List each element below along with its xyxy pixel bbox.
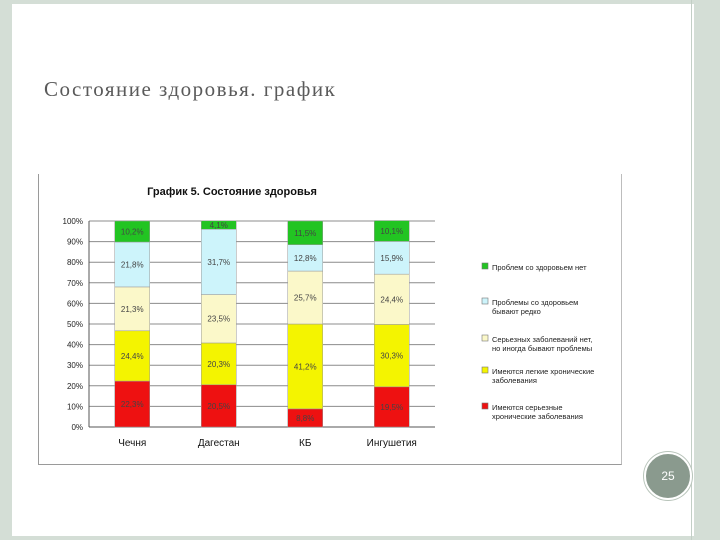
y-tick-label: 20% bbox=[67, 382, 83, 391]
slide-frame-left bbox=[0, 0, 12, 540]
bar-data-label: 30,3% bbox=[380, 352, 403, 361]
y-tick-label: 0% bbox=[71, 423, 83, 432]
bar-segment bbox=[114, 330, 150, 382]
bar-segment bbox=[287, 270, 323, 325]
legend-swatch bbox=[481, 334, 489, 342]
bar-data-label: 8,8% bbox=[296, 414, 314, 423]
legend-entry: Серьезных заболеваний нет, но иногда быва… bbox=[492, 335, 592, 353]
bar-segment bbox=[201, 220, 237, 230]
bar-segment bbox=[374, 324, 410, 388]
legend-entry: Проблем со здоровьем нет bbox=[492, 263, 587, 272]
bar-data-label: 25,7% bbox=[294, 294, 317, 303]
y-tick-label: 80% bbox=[67, 258, 83, 267]
page-number-badge: 25 bbox=[644, 452, 692, 500]
x-tick-label: Чечня bbox=[118, 438, 146, 449]
y-tick-label: 50% bbox=[67, 320, 83, 329]
bar-segment bbox=[374, 386, 410, 428]
bar-data-label: 15,9% bbox=[380, 254, 403, 263]
x-tick-label: Ингушетия bbox=[367, 438, 417, 449]
bar-segment bbox=[287, 220, 323, 245]
bar-data-label: 11,5% bbox=[294, 229, 316, 238]
bar-data-label: 22,3% bbox=[121, 400, 144, 409]
y-tick-label: 30% bbox=[67, 361, 83, 370]
bar-data-label: 20,3% bbox=[207, 360, 230, 369]
bar-segment bbox=[114, 380, 150, 428]
y-tick-label: 100% bbox=[63, 217, 83, 226]
y-tick-label: 40% bbox=[67, 341, 83, 350]
bar-data-label: 21,3% bbox=[121, 305, 144, 314]
bar-segment bbox=[287, 244, 323, 272]
bar-segment bbox=[374, 241, 410, 275]
y-tick-label: 90% bbox=[67, 238, 83, 247]
bar-data-label: 10,1% bbox=[380, 227, 403, 236]
legend-entry: Проблемы со здоровьем бывают редко bbox=[492, 298, 578, 316]
bar-data-label: 10,2% bbox=[121, 228, 144, 237]
y-tick-label: 70% bbox=[67, 279, 83, 288]
bar-segment bbox=[374, 220, 410, 242]
bar-segment bbox=[374, 273, 410, 325]
bar-data-label: 19,5% bbox=[380, 403, 403, 412]
stacked-bar-chart: График 5. Состояние здоровья 0% 10% 20% 30% 4… bbox=[63, 186, 595, 449]
bar-data-label: 20,5% bbox=[207, 402, 230, 411]
bar-data-label: 21,8% bbox=[121, 260, 144, 269]
bar-data-label: 4,1% bbox=[210, 221, 228, 230]
bar-segment bbox=[201, 384, 237, 428]
slide-frame-right bbox=[694, 0, 720, 540]
legend-swatch bbox=[481, 297, 489, 305]
chart-title: График 5. Состояние здоровья bbox=[147, 186, 317, 198]
chart-container: График 5. Состояние здоровья 0% 10% 20% 30% 4… bbox=[38, 174, 622, 465]
x-tick-label: КБ bbox=[299, 438, 312, 449]
bar-data-label: 31,7% bbox=[207, 258, 230, 267]
legend-swatch bbox=[481, 366, 489, 374]
slide-frame-bottom bbox=[0, 536, 720, 540]
legend-entry: Имеются легкие хронические заболевания bbox=[492, 367, 594, 385]
slide-frame-line bbox=[691, 0, 692, 540]
bar-data-label: 24,4% bbox=[121, 352, 144, 361]
y-tick-label: 60% bbox=[67, 299, 83, 308]
x-tick-label: Дагестан bbox=[198, 438, 240, 449]
bar-data-label: 23,5% bbox=[207, 315, 230, 324]
slide-title: Состояние здоровья. график bbox=[44, 77, 337, 101]
bar-segment bbox=[201, 228, 237, 295]
legend-swatch bbox=[481, 402, 489, 410]
legend-entry: Имеются серьезные хронические заболевания bbox=[492, 403, 583, 421]
legend-swatch bbox=[481, 262, 489, 270]
bar-segment bbox=[287, 323, 323, 410]
bar-data-label: 24,4% bbox=[380, 295, 403, 304]
bar-segment bbox=[201, 342, 237, 386]
slide-frame-top bbox=[0, 0, 720, 4]
bar-segment bbox=[114, 241, 150, 288]
bar-segment bbox=[114, 220, 150, 243]
y-tick-label: 10% bbox=[67, 402, 83, 411]
bar-data-label: 12,8% bbox=[294, 254, 317, 263]
bar-data-label: 41,2% bbox=[294, 362, 317, 371]
bar-segment bbox=[114, 286, 150, 332]
